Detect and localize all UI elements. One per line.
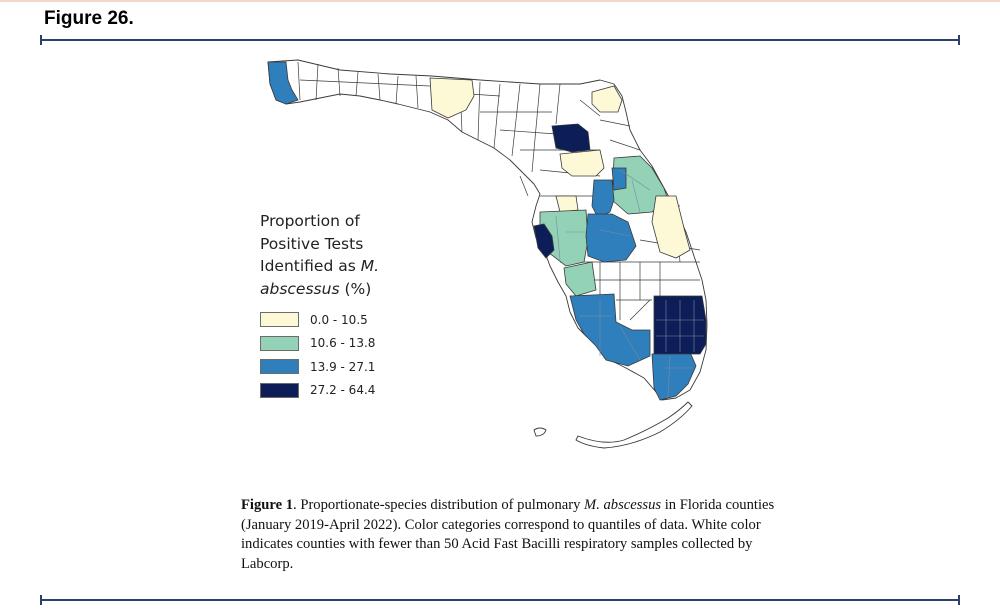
legend-item: 27.2 - 64.4 [260,379,420,403]
county-q3 [651,351,697,401]
caption-figure-label: Figure 1 [241,497,294,513]
bottom-rule [40,595,960,605]
map-legend: Proportion of Positive Tests Identified … [260,210,420,402]
legend-label-q3: 13.9 - 27.1 [310,359,376,374]
legend-swatch-q3 [260,359,299,375]
legend-title-line1: Proportion of [260,212,360,230]
county-q3 [611,167,627,191]
county-q1 [555,195,579,213]
top-border [0,0,1000,2]
legend-title-line4-suffix: (%) [339,279,372,298]
county-q3 [585,213,637,263]
county-q4 [551,123,591,153]
legend-label-q2: 10.6 - 13.8 [310,336,376,351]
legend-title-line3: Identified as M. [260,255,420,278]
legend-label-q4: 27.2 - 64.4 [310,383,376,398]
county-q1 [651,195,691,259]
legend-rows: 0.0 - 10.5 10.6 - 13.8 13.9 - 27.1 27.2 … [260,308,420,402]
florida-keys [575,401,693,449]
county-q3 [569,293,651,367]
legend-title-line2: Positive Tests [260,234,364,253]
legend-item: 0.0 - 10.5 [260,308,420,332]
legend-title-line4-italic: abscessus [260,279,340,298]
county-q1 [429,77,475,119]
legend-title: Proportion of Positive Tests Identified … [260,210,420,300]
figure-header: Figure 26. [44,8,134,29]
county-q3 [591,179,615,219]
legend-title-line3-italic: M. [360,257,380,275]
legend-swatch-q2 [260,335,299,351]
legend-swatch-q4 [260,382,299,398]
legend-label-q1: 0.0 - 10.5 [310,312,368,327]
caption-part1: . Proportionate-species distribution of … [293,497,585,513]
county-q3 [267,61,299,105]
county-q1 [591,85,623,113]
county-q1 [559,149,605,177]
county-q2 [563,261,597,297]
top-rule [40,35,960,45]
legend-swatch-q1 [260,312,299,328]
legend-item: 13.9 - 27.1 [260,355,420,379]
island [533,427,547,437]
legend-title-line4: abscessus (%) [260,278,420,301]
caption-part2: in Florida counties (January 2019-April … [241,497,775,572]
legend-title-line3-prefix: Identified as [260,257,361,275]
county-q4 [533,223,555,259]
caption-species: M. abscessus [584,497,662,513]
figure-caption: Figure 1. Proportionate-species distribu… [241,496,801,574]
legend-item: 10.6 - 13.8 [260,332,420,356]
